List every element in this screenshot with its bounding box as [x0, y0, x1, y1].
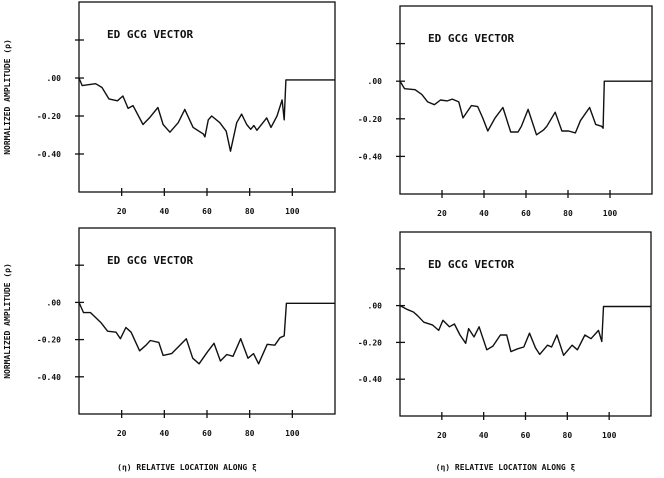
y-tick-label: -0.20	[358, 338, 382, 347]
chart-title: ED GCG VECTOR	[428, 32, 514, 45]
chart-title: ED GCG VECTOR	[107, 28, 193, 41]
y-tick-label: .00	[368, 302, 383, 311]
chart-title: ED GCG VECTOR	[107, 254, 193, 267]
x-tick-label: 60	[202, 207, 212, 216]
x-tick-label: 60	[202, 429, 212, 438]
y-axis-label: NORMALIZED AMPLITUDE (ρ)	[3, 39, 12, 155]
y-tick-label: -0.20	[358, 115, 382, 124]
chart-panel-4: ED GCG VECTOR .00 -0.20 -0.40 20 40 60 80 100 (η)…	[358, 231, 652, 472]
y-tick-label: -0.40	[37, 150, 61, 159]
x-tick-label: 20	[117, 207, 127, 216]
y-tick-label: -0.40	[358, 375, 382, 384]
y-tick-label: -0.40	[37, 373, 61, 382]
y-tick-label: -0.40	[358, 152, 382, 161]
series-line	[78, 302, 335, 365]
x-tick-label: 100	[285, 207, 300, 216]
y-tick-label: .00	[47, 298, 62, 307]
x-tick-label: 80	[563, 209, 573, 218]
x-tick-label: 40	[160, 429, 170, 438]
y-tick-label: -0.20	[37, 112, 61, 121]
x-tick-label: 40	[479, 209, 489, 218]
series-line	[399, 304, 651, 356]
x-tick-label: 60	[521, 209, 531, 218]
x-tick-label: 20	[117, 429, 127, 438]
x-tick-label: 100	[603, 209, 618, 218]
x-tick-label: 60	[521, 431, 531, 440]
x-tick-label: 100	[602, 431, 617, 440]
x-tick-label: 40	[479, 431, 489, 440]
x-axis-label: (η) RELATIVE LOCATION ALONG ξ	[436, 463, 576, 472]
y-axis-label: NORMALIZED AMPLITUDE (ρ)	[3, 263, 12, 379]
chart-panel-3: ED GCG VECTOR .00 -0.20 -0.40 20 40 60 80 100 NOR…	[3, 227, 336, 472]
chart-panel-2: ED GCG VECTOR .00 -0.20 -0.40 20 40 60 80 100	[358, 5, 653, 218]
series-line	[78, 77, 335, 152]
x-tick-label: 80	[563, 431, 573, 440]
y-tick-label: .00	[368, 77, 383, 86]
series-line	[399, 80, 652, 136]
chart-panel-1: ED GCG VECTOR .00 -0.20 -0.40 20 40 60 80 100 NOR…	[3, 1, 336, 216]
chart-title: ED GCG VECTOR	[428, 258, 514, 271]
x-tick-label: 80	[245, 207, 255, 216]
y-tick-label: .00	[47, 74, 62, 83]
y-tick-label: -0.20	[37, 336, 61, 345]
x-tick-label: 20	[437, 431, 447, 440]
x-tick-label: 80	[245, 429, 255, 438]
x-tick-label: 20	[437, 209, 447, 218]
x-axis-label: (η) RELATIVE LOCATION ALONG ξ	[117, 463, 257, 472]
x-tick-label: 100	[285, 429, 300, 438]
x-tick-label: 40	[160, 207, 170, 216]
